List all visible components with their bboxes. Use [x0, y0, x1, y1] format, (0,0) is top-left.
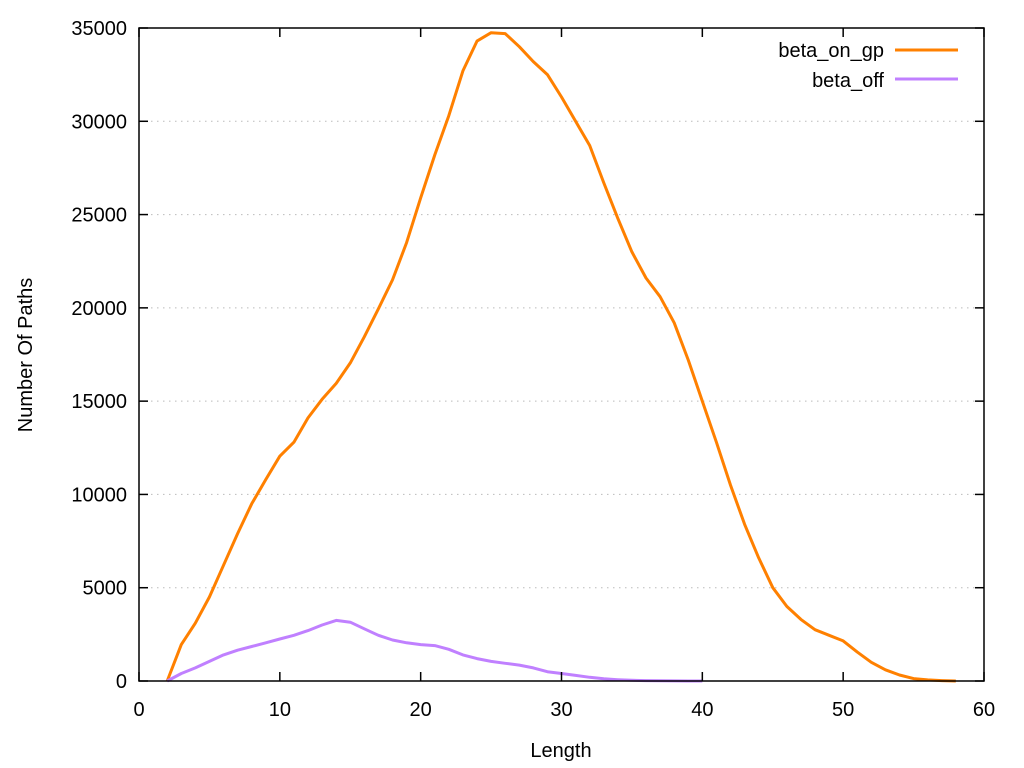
grid-lines — [139, 120, 984, 589]
y-tick-label: 30000 — [71, 111, 127, 133]
y-tick-label: 25000 — [71, 205, 127, 227]
x-tick-label: 10 — [269, 699, 291, 721]
legend-label-beta-off: beta_off — [812, 70, 884, 92]
series-line-beta-off — [166, 618, 703, 683]
x-tick-label: 40 — [691, 699, 713, 721]
series-group — [165, 31, 956, 683]
y-axis-label: Number Of Paths — [15, 278, 37, 433]
y-tick-label: 5000 — [83, 578, 128, 600]
axis-ticks — [138, 27, 985, 682]
x-tick-label: 50 — [832, 699, 854, 721]
y-tick-label: 35000 — [71, 18, 127, 40]
y-tick-label: 10000 — [71, 484, 127, 506]
legend-label-beta-on-gp: beta_on_gp — [778, 40, 884, 62]
x-tick-label: 30 — [550, 699, 572, 721]
y-tick-label: 15000 — [71, 391, 127, 413]
y-tick-label: 20000 — [71, 298, 127, 320]
legend: beta_on_gp beta_off — [778, 40, 958, 92]
x-tick-label: 0 — [133, 699, 144, 721]
x-axis-label: Length — [530, 740, 591, 762]
plot-frame — [138, 27, 985, 682]
x-tick-label: 60 — [973, 699, 995, 721]
x-tick-label: 20 — [410, 699, 432, 721]
series-line-beta-on-gp — [165, 31, 956, 683]
y-tick-labels: 0 5000 10000 15000 20000 25000 30000 35000 — [71, 18, 127, 693]
x-tick-labels: 0 10 20 30 40 50 60 — [133, 699, 995, 721]
y-tick-label: 0 — [116, 671, 127, 693]
